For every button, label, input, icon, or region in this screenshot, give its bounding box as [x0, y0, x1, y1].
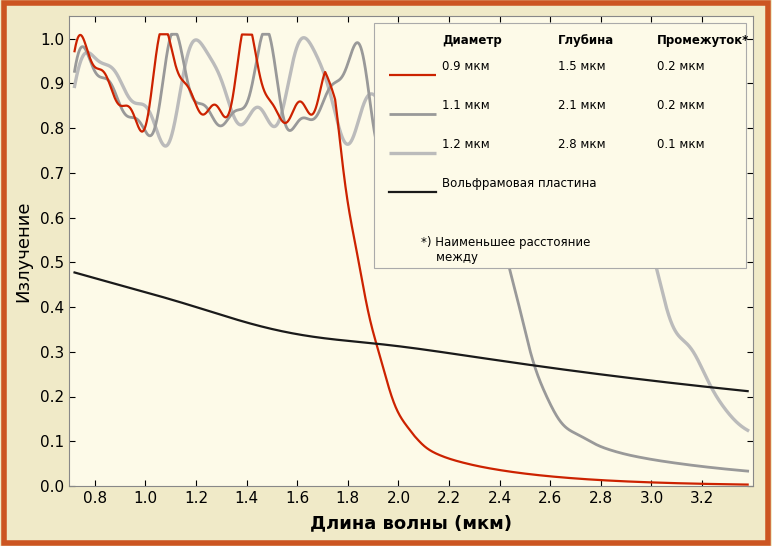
Text: 2.1 мкм: 2.1 мкм: [558, 99, 606, 112]
Text: 1.1 мкм: 1.1 мкм: [442, 99, 489, 112]
Text: Вольфрамовая пластина: Вольфрамовая пластина: [442, 177, 596, 189]
Text: Глубина: Глубина: [558, 34, 615, 47]
Text: 0.2 мкм: 0.2 мкм: [657, 99, 705, 112]
Text: 1.5 мкм: 1.5 мкм: [558, 60, 605, 73]
Text: Промежуток*: Промежуток*: [657, 34, 750, 47]
Text: Диаметр: Диаметр: [442, 34, 502, 47]
Y-axis label: Излучение: Излучение: [14, 200, 32, 302]
Text: 1.2 мкм: 1.2 мкм: [442, 138, 489, 151]
Text: 0.1 мкм: 0.1 мкм: [657, 138, 705, 151]
Text: 0.9 мкм: 0.9 мкм: [442, 60, 489, 73]
Text: *) Наименьшее расстояние
    между: *) Наименьшее расстояние между: [422, 236, 591, 264]
FancyBboxPatch shape: [374, 23, 746, 268]
Text: 0.2 мкм: 0.2 мкм: [657, 60, 705, 73]
Text: 2.8 мкм: 2.8 мкм: [558, 138, 605, 151]
X-axis label: Длина волны (мкм): Длина волны (мкм): [310, 514, 512, 532]
